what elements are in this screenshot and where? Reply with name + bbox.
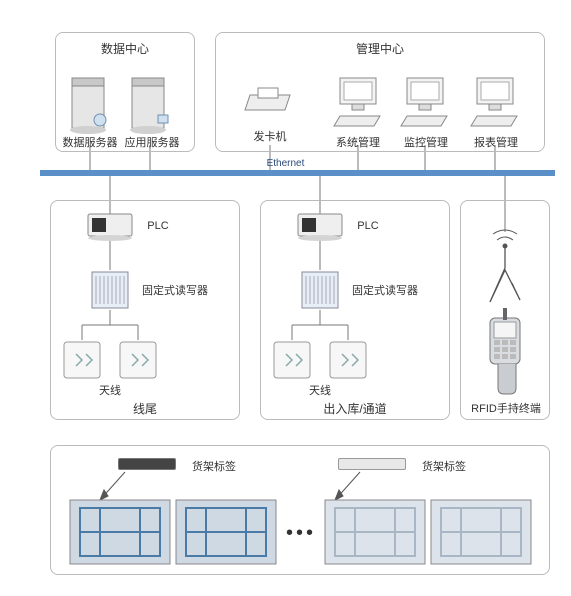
shelf-tag-label: 货架标签 xyxy=(184,458,244,474)
ethernet-bar xyxy=(40,170,555,176)
monitor-label: 监控管理 xyxy=(398,134,454,150)
ellipsis-icon: ••• xyxy=(286,522,316,545)
monitor-label: 系统管理 xyxy=(330,134,386,150)
mgmt-center-title: 管理中心 xyxy=(215,40,545,57)
station-b-title: 出入库/通道 xyxy=(260,400,450,417)
shelf-tag-label: 货架标签 xyxy=(414,458,474,474)
handheld-label: RFID手持终端 xyxy=(458,400,554,416)
antenna-label: 天线 xyxy=(270,382,370,398)
shelf-tag-icon xyxy=(338,458,406,470)
card-issuer-label: 发卡机 xyxy=(240,128,300,144)
monitor-label: 报表管理 xyxy=(468,134,524,150)
ethernet-label: Ethernet xyxy=(0,158,571,169)
server-label: 数据服务器 xyxy=(60,134,120,150)
antenna-label: 天线 xyxy=(60,382,160,398)
data-center-title: 数据中心 xyxy=(55,40,195,57)
reader-label: 固定式读写器 xyxy=(340,282,430,298)
shelf-tag-icon xyxy=(118,458,176,470)
handheld-box xyxy=(460,200,550,420)
reader-label: 固定式读写器 xyxy=(130,282,220,298)
server-label: 应用服务器 xyxy=(122,134,182,150)
plc-label: PLC xyxy=(138,220,178,232)
plc-label: PLC xyxy=(348,220,388,232)
station-a-title: 线尾 xyxy=(50,400,240,417)
